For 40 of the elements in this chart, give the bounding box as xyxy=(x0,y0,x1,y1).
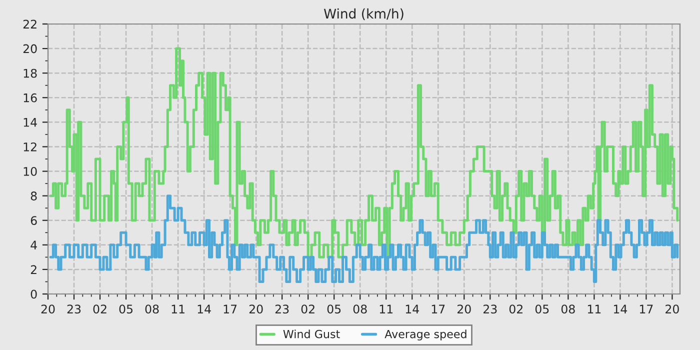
y-tick-label: 6 xyxy=(30,216,37,226)
x-tick-label: 08 xyxy=(353,304,367,314)
x-tick-label: 11 xyxy=(380,304,393,314)
x-tick-label: 23 xyxy=(67,304,81,314)
x-tick-label: 02 xyxy=(301,304,314,314)
x-tick-label: 11 xyxy=(172,304,184,314)
x-tick-label: 20 xyxy=(666,304,679,314)
x-tick-label: 14 xyxy=(406,304,419,314)
x-tick-label: 17 xyxy=(432,304,445,314)
x-tick-label: 23 xyxy=(275,304,289,314)
y-tick-label: 10 xyxy=(24,166,37,176)
x-tick-label: 11 xyxy=(588,304,601,314)
x-tick-label: 05 xyxy=(535,304,549,314)
y-tick-label: 2 xyxy=(30,265,36,274)
y-tick-label: 20 xyxy=(23,44,37,54)
x-tick-label: 14 xyxy=(614,304,628,314)
y-tick-label: 22 xyxy=(23,20,36,28)
y-tick-label: 8 xyxy=(30,192,37,200)
chart-title: Wind (km/h) xyxy=(324,8,404,20)
x-tick-label: 20 xyxy=(457,304,471,314)
y-tick-label: 12 xyxy=(24,142,36,152)
x-tick-label: 23 xyxy=(483,304,497,314)
y-tick-label: 16 xyxy=(24,93,37,102)
x-tick-label: 17 xyxy=(640,304,653,314)
x-tick-label: 05 xyxy=(327,304,341,314)
x-tick-label: 20 xyxy=(249,304,263,314)
x-tick-label: 02 xyxy=(93,304,106,314)
y-tick-label: 4 xyxy=(30,240,37,250)
x-tick-label: 08 xyxy=(145,304,159,314)
legend-label: Wind Gust xyxy=(283,330,340,338)
x-tick-label: 05 xyxy=(119,304,133,314)
y-tick-label: 0 xyxy=(30,290,37,299)
legend-label: Average speed xyxy=(384,330,466,340)
x-tick-label: 14 xyxy=(198,304,211,314)
x-tick-label: 02 xyxy=(509,304,522,314)
x-tick-label: 08 xyxy=(561,304,575,314)
x-tick-label: 20 xyxy=(41,304,55,314)
y-tick-label: 14 xyxy=(24,118,37,127)
y-tick-label: 18 xyxy=(24,68,37,78)
x-tick-label: 17 xyxy=(224,304,237,314)
